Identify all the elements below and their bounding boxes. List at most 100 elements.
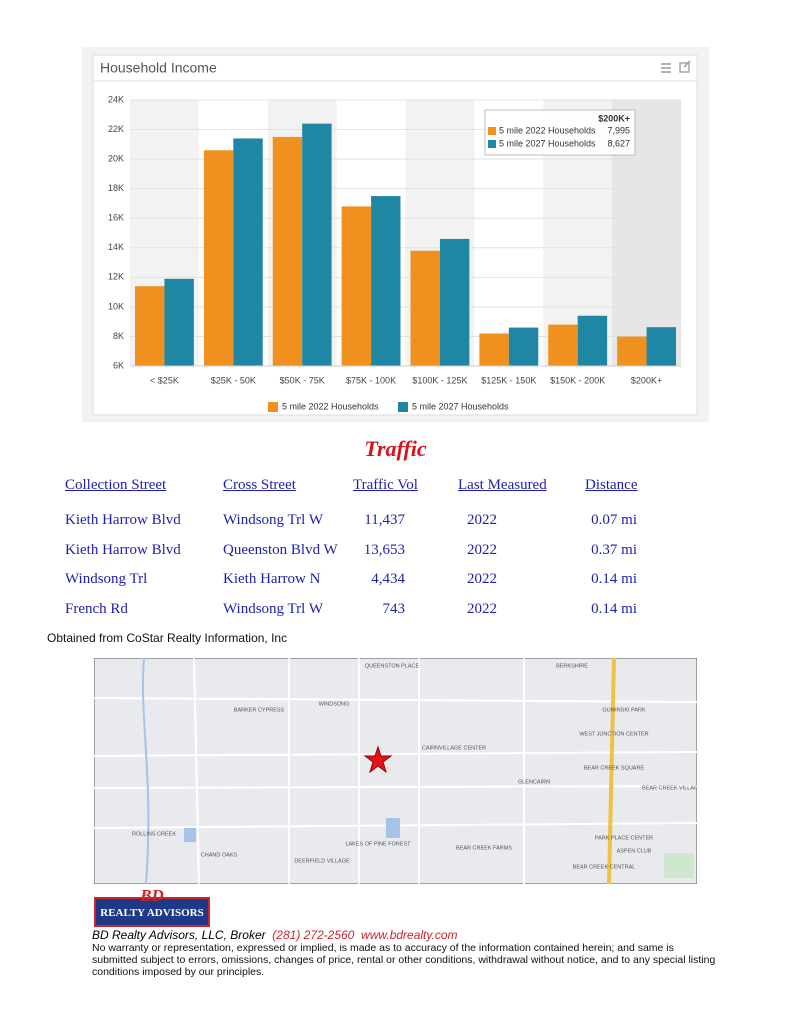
bar (371, 196, 401, 366)
bar (341, 206, 372, 366)
y-tick-label: 24K (108, 94, 124, 104)
x-tick-label: $200K+ (631, 375, 662, 385)
park (664, 853, 694, 878)
x-tick-label: < $25K (150, 375, 179, 385)
y-tick-label: 6K (113, 360, 124, 370)
tooltip-name: 5 mile 2027 Households (499, 138, 596, 148)
logo-bottom: REALTY ADVISORS (100, 907, 204, 919)
table-cell: 2022 (467, 512, 497, 528)
tooltip-value: 8,627 (607, 138, 630, 148)
legend-swatch (268, 402, 278, 412)
tooltip-title: $200K+ (598, 113, 630, 123)
bar (135, 286, 165, 366)
x-tick-label: $125K - 150K (481, 375, 536, 385)
map-label: BERKSHIRE (556, 663, 588, 669)
table-cell: Queenston Blvd W (223, 542, 338, 558)
y-tick-label: 12K (108, 272, 124, 282)
map-label: ASPEN CLUB (617, 848, 652, 854)
map-label: BEAR CREEK CENTRAL (573, 864, 636, 870)
tooltip-value: 7,995 (607, 125, 630, 135)
location-marker (363, 745, 393, 774)
map-label: CHAND OAKS (201, 852, 238, 858)
map-label: DEERFIELD VILLAGE (294, 858, 350, 864)
map-streets (94, 658, 697, 884)
map-label: BARKER CYPRESS (234, 707, 285, 713)
legend-swatch (398, 402, 408, 412)
menu-icon[interactable] (661, 63, 671, 73)
y-tick-label: 10K (108, 301, 124, 311)
table-cell: French Rd (65, 601, 128, 617)
source-note: Obtained from CoStar Realty Information,… (47, 631, 288, 645)
map: QUEENSTON PLACE BERKSHIRE BARKER CYPRESS WI… (94, 658, 697, 884)
bar (646, 327, 676, 366)
y-tick-label: 16K (108, 213, 124, 223)
map-label: WEST JUNCTION CENTER (579, 731, 648, 737)
table-cell: 0.14 mi (591, 571, 637, 587)
bar (233, 138, 263, 366)
y-tick-label: 22K (108, 124, 124, 134)
table-cell: 13,653 (363, 542, 405, 558)
tooltip-swatch (488, 127, 496, 135)
table-cell: Kieth Harrow Blvd (65, 512, 181, 528)
map-label: GUMINSKI PARK (602, 707, 646, 713)
company: BD Realty Advisors, LLC, Broker (92, 928, 266, 942)
map-label: BEAR CREEK FARMS (456, 845, 512, 851)
y-tick-label: 8K (113, 331, 124, 341)
logo-top: BD (140, 886, 164, 905)
tooltip-name: 5 mile 2022 Households (499, 125, 596, 135)
x-tick-label: $50K - 75K (280, 375, 325, 385)
x-tick-label: $150K - 200K (550, 375, 605, 385)
map-label: PARK PLACE CENTER (595, 835, 653, 841)
tooltip-box (484, 109, 636, 156)
bar (439, 238, 470, 366)
map-label: BEAR CREEK VILLAGE (642, 785, 697, 791)
lake (386, 818, 400, 838)
chart-title: Household Income (100, 60, 217, 76)
table-header: Traffic Vol (353, 477, 418, 493)
chart: Household Income 6K 8K 10K 12K 14K 16K 18K 20K 2… (92, 54, 698, 416)
table-cell: Windsong Trl W (223, 601, 323, 617)
y-tick-label: 14K (108, 242, 124, 252)
map-label: GLENCAIRN (518, 779, 550, 785)
expand-icon[interactable] (679, 60, 691, 73)
table-cell: Kieth Harrow Blvd (65, 542, 181, 558)
x-tick-label: $100K - 125K (412, 375, 467, 385)
website[interactable]: www.bdrealty.com (361, 928, 458, 942)
x-tick-label: $75K - 100K (346, 375, 396, 385)
bar (302, 123, 332, 367)
table-cell: 11,437 (364, 512, 405, 528)
map-label: WINDSONG (319, 701, 350, 707)
table-cell: 0.07 mi (591, 512, 637, 528)
map-label: BEAR CREEK SQUARE (584, 765, 645, 771)
bar (508, 327, 539, 366)
bar (272, 136, 303, 366)
bar (410, 250, 440, 366)
table-cell: Kieth Harrow N (223, 571, 321, 587)
bar (164, 278, 194, 366)
bar (203, 150, 234, 366)
bar (548, 324, 578, 366)
traffic-title: Traffic (364, 436, 427, 461)
logo (94, 897, 210, 927)
table-cell: 0.37 mi (591, 542, 637, 558)
table-cell: 2022 (467, 571, 497, 587)
table-cell: 2022 (467, 601, 497, 617)
table-cell: Windsong Trl (65, 571, 148, 587)
bar (617, 336, 647, 366)
highway (607, 658, 616, 884)
table-header: Last Measured (458, 477, 547, 493)
y-tick-label: 18K (108, 183, 124, 193)
lake (184, 828, 196, 842)
y-tick-label: 20K (108, 153, 124, 163)
footer-line: BD Realty Advisors, LLC, Broker (281) 27… (92, 928, 458, 942)
bar (479, 333, 509, 366)
table-cell: 0.14 mi (591, 601, 637, 617)
map-label: CAIRNVILLAGE CENTER (422, 745, 486, 751)
table-cell: 2022 (467, 542, 497, 558)
legend-label: 5 mile 2022 Households (282, 401, 379, 411)
creek (141, 658, 150, 884)
map-label: ROLLINS CREEK (132, 831, 176, 837)
phone: (281) 272-2560 (272, 928, 355, 942)
map-label: LAKES OF PINE FOREST (345, 841, 411, 847)
bar (577, 315, 608, 366)
